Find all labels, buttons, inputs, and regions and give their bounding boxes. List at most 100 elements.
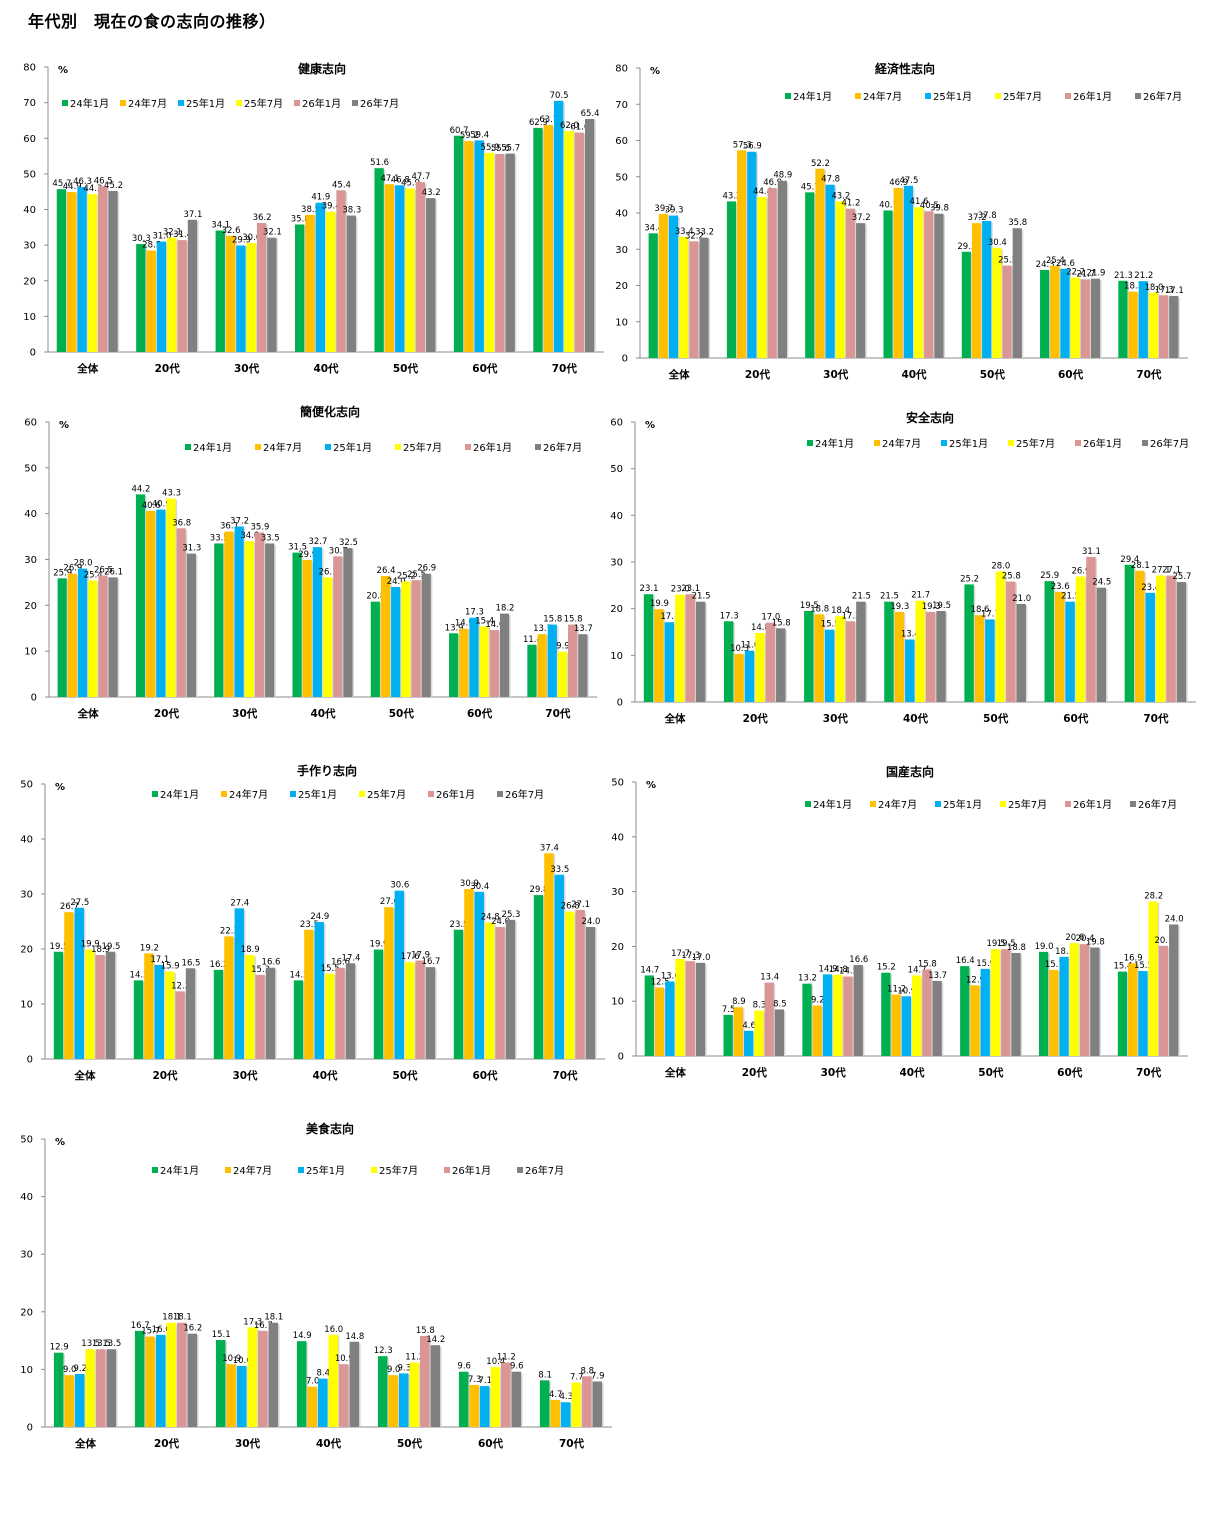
bar xyxy=(167,237,177,352)
bar xyxy=(479,1386,490,1427)
bar xyxy=(268,1322,279,1427)
chart-svg: 経済性志向% 0 10 20 30 40 50 60 70 80 24年1月 24年7月 25年1月 25… xyxy=(615,61,1188,381)
value-label: 31.3 xyxy=(182,544,201,554)
chart-title: 国産志向 xyxy=(886,764,934,779)
legend-swatch xyxy=(395,444,401,450)
bar xyxy=(265,543,275,697)
legend-swatch xyxy=(352,100,358,106)
bar xyxy=(292,552,302,697)
x-category-label: 70代 xyxy=(552,362,578,375)
legend-swatch xyxy=(535,444,541,450)
value-label: 24.0 xyxy=(582,917,601,927)
value-label: 19.3 xyxy=(922,602,941,612)
legend-swatch xyxy=(1065,93,1071,99)
value-label: 16.0 xyxy=(152,1325,171,1335)
y-tick-label: 50 xyxy=(610,464,623,475)
value-label: 4.3 xyxy=(559,1392,573,1402)
value-label: 15.8 xyxy=(543,615,562,625)
value-label: 8.1 xyxy=(538,1370,552,1380)
value-label: 8.3 xyxy=(753,1001,767,1011)
bar xyxy=(145,1336,155,1427)
value-label: 31.5 xyxy=(288,543,307,553)
value-label: 29.3 xyxy=(957,242,976,252)
value-label: 16.4 xyxy=(956,956,975,966)
bar xyxy=(695,962,706,1056)
value-label: 25.9 xyxy=(1040,571,1059,581)
value-label: 63.7 xyxy=(539,115,558,125)
value-label: 44.9 xyxy=(63,182,82,192)
value-label: 26.4 xyxy=(377,566,396,576)
bar xyxy=(74,1374,85,1427)
bar xyxy=(699,237,709,358)
value-label: 26.8 xyxy=(561,902,580,912)
y-unit-label: % xyxy=(646,780,656,791)
bar xyxy=(1060,268,1070,358)
value-label: 18.9 xyxy=(91,945,110,955)
legend-label: 26年7月 xyxy=(1138,798,1177,811)
value-label: 18.8 xyxy=(810,604,829,614)
y-tick-label: 20 xyxy=(20,1307,33,1318)
x-category-label: 30代 xyxy=(821,1066,847,1079)
bar xyxy=(464,889,474,1059)
legend-swatch xyxy=(236,100,242,106)
value-label: 18.1 xyxy=(162,1313,181,1323)
value-label: 14.3 xyxy=(290,970,309,980)
x-category-label: 50代 xyxy=(389,707,415,720)
bar xyxy=(495,927,505,1059)
legend-swatch xyxy=(428,791,434,797)
bar xyxy=(453,929,464,1059)
bar xyxy=(98,186,108,352)
x-category-label: 60代 xyxy=(478,1437,504,1450)
value-label: 19.9 xyxy=(650,599,669,609)
value-label: 57.3 xyxy=(733,140,752,150)
bar xyxy=(108,577,118,697)
bar xyxy=(1012,228,1022,358)
value-label: 28.5 xyxy=(142,240,161,250)
y-tick-label: 30 xyxy=(23,241,36,252)
value-label: 19.9 xyxy=(81,940,100,950)
bar xyxy=(474,891,484,1059)
bar xyxy=(574,132,584,352)
bar xyxy=(384,907,394,1059)
bar xyxy=(236,245,246,352)
value-label: 9.2 xyxy=(73,1364,87,1374)
value-label: 46.9 xyxy=(889,178,908,188)
value-label: 11.2 xyxy=(497,1352,516,1362)
value-label: 17.0 xyxy=(761,613,780,623)
y-tick-label: 0 xyxy=(618,1052,624,1063)
x-category-label: 40代 xyxy=(313,362,339,375)
x-category-label: 40代 xyxy=(899,1066,925,1079)
bar xyxy=(757,197,767,358)
bar xyxy=(658,214,668,358)
value-label: 21.2 xyxy=(1134,271,1153,281)
x-category-label: 50代 xyxy=(392,1069,418,1082)
value-label: 7.3 xyxy=(468,1375,482,1385)
bar xyxy=(550,1399,560,1427)
bar xyxy=(960,966,970,1056)
y-tick-label: 60 xyxy=(615,136,628,147)
bar xyxy=(644,975,654,1056)
value-label: 23.6 xyxy=(1051,582,1070,592)
bar xyxy=(571,1382,582,1427)
legend-swatch xyxy=(1135,93,1141,99)
value-label: 15.9 xyxy=(161,962,180,972)
y-tick-label: 20 xyxy=(610,604,623,615)
bar xyxy=(53,951,64,1059)
bar xyxy=(346,215,356,352)
value-label: 18.1 xyxy=(1055,947,1074,957)
value-label: 52.2 xyxy=(811,159,830,169)
value-label: 16.6 xyxy=(849,955,868,965)
x-category-label: 40代 xyxy=(312,1069,338,1082)
value-label: 13.4 xyxy=(760,973,779,983)
value-label: 28.2 xyxy=(1144,891,1163,901)
bar xyxy=(469,1384,479,1427)
value-label: 16.2 xyxy=(210,960,229,970)
bar xyxy=(166,1322,177,1427)
value-label: 28.1 xyxy=(1131,561,1150,571)
value-label: 27.5 xyxy=(70,898,89,908)
legend-label: 25年1月 xyxy=(186,97,225,110)
x-category-label: 30代 xyxy=(232,1069,258,1082)
legend-label: 25年1月 xyxy=(949,437,988,450)
value-label: 25.4 xyxy=(84,571,103,581)
x-category-label: 30代 xyxy=(823,368,849,381)
